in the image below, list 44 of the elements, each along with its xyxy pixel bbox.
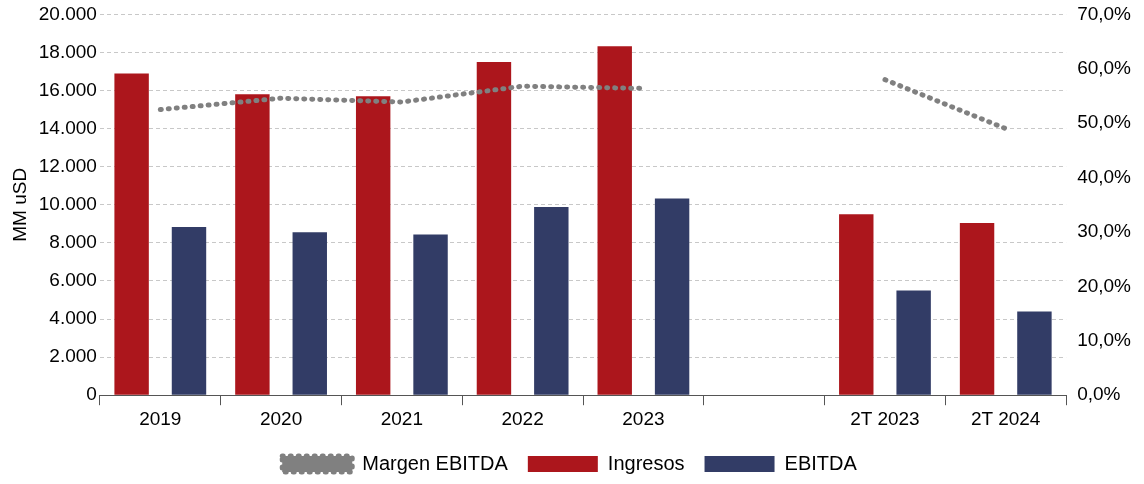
y-tick-label: 6.000	[49, 269, 97, 291]
y2-tick-label: 10,0%	[1077, 329, 1132, 351]
y-tick-label: 18.000	[38, 40, 97, 62]
bar	[534, 206, 569, 395]
y-tick-label: 10.000	[38, 193, 97, 215]
y-tick-label: 2.000	[49, 345, 97, 367]
y2-tick-label: 0,0%	[1077, 383, 1121, 405]
x-tick-label: 2020	[259, 407, 303, 429]
y-tick-label: 0	[86, 383, 97, 405]
bar	[476, 62, 512, 395]
bar	[114, 73, 149, 395]
bar	[959, 222, 995, 395]
y-axis-title: MM uSD	[8, 167, 30, 242]
bar	[1017, 311, 1052, 395]
legend-label: EBITDA	[784, 451, 858, 474]
y2-tick-label: 70,0%	[1077, 2, 1132, 24]
y2-tick-label: 60,0%	[1077, 57, 1132, 79]
x-tick-label: 2022	[501, 407, 544, 429]
bar	[896, 290, 931, 395]
bar	[597, 46, 632, 395]
legend-label: Margen EBITDA	[362, 451, 509, 474]
bar	[654, 198, 690, 395]
x-tick-label: 2021	[380, 407, 423, 429]
legend-label: Ingresos	[607, 451, 685, 474]
y2-tick-label: 40,0%	[1077, 165, 1132, 187]
bar	[171, 227, 207, 395]
y-tick-label: 20.000	[38, 2, 97, 24]
y-tick-label: 4.000	[49, 307, 97, 329]
bar	[235, 94, 270, 395]
x-tick-label: 2019	[139, 407, 182, 429]
bar	[355, 96, 391, 395]
x-tick-label: 2T 2024	[971, 407, 1041, 429]
y-tick-label: 14.000	[38, 116, 97, 138]
bar	[413, 234, 448, 395]
y-tick-label: 16.000	[38, 78, 97, 100]
y-tick-label: 12.000	[38, 154, 97, 176]
bar	[839, 214, 874, 395]
x-tick-label: 2T 2023	[850, 407, 920, 429]
y2-tick-label: 30,0%	[1077, 220, 1132, 242]
x-tick-label: 2023	[622, 407, 665, 429]
bar	[292, 232, 327, 395]
y-tick-label: 8.000	[49, 231, 97, 253]
y2-tick-label: 50,0%	[1077, 111, 1132, 133]
y2-tick-label: 20,0%	[1077, 274, 1132, 296]
